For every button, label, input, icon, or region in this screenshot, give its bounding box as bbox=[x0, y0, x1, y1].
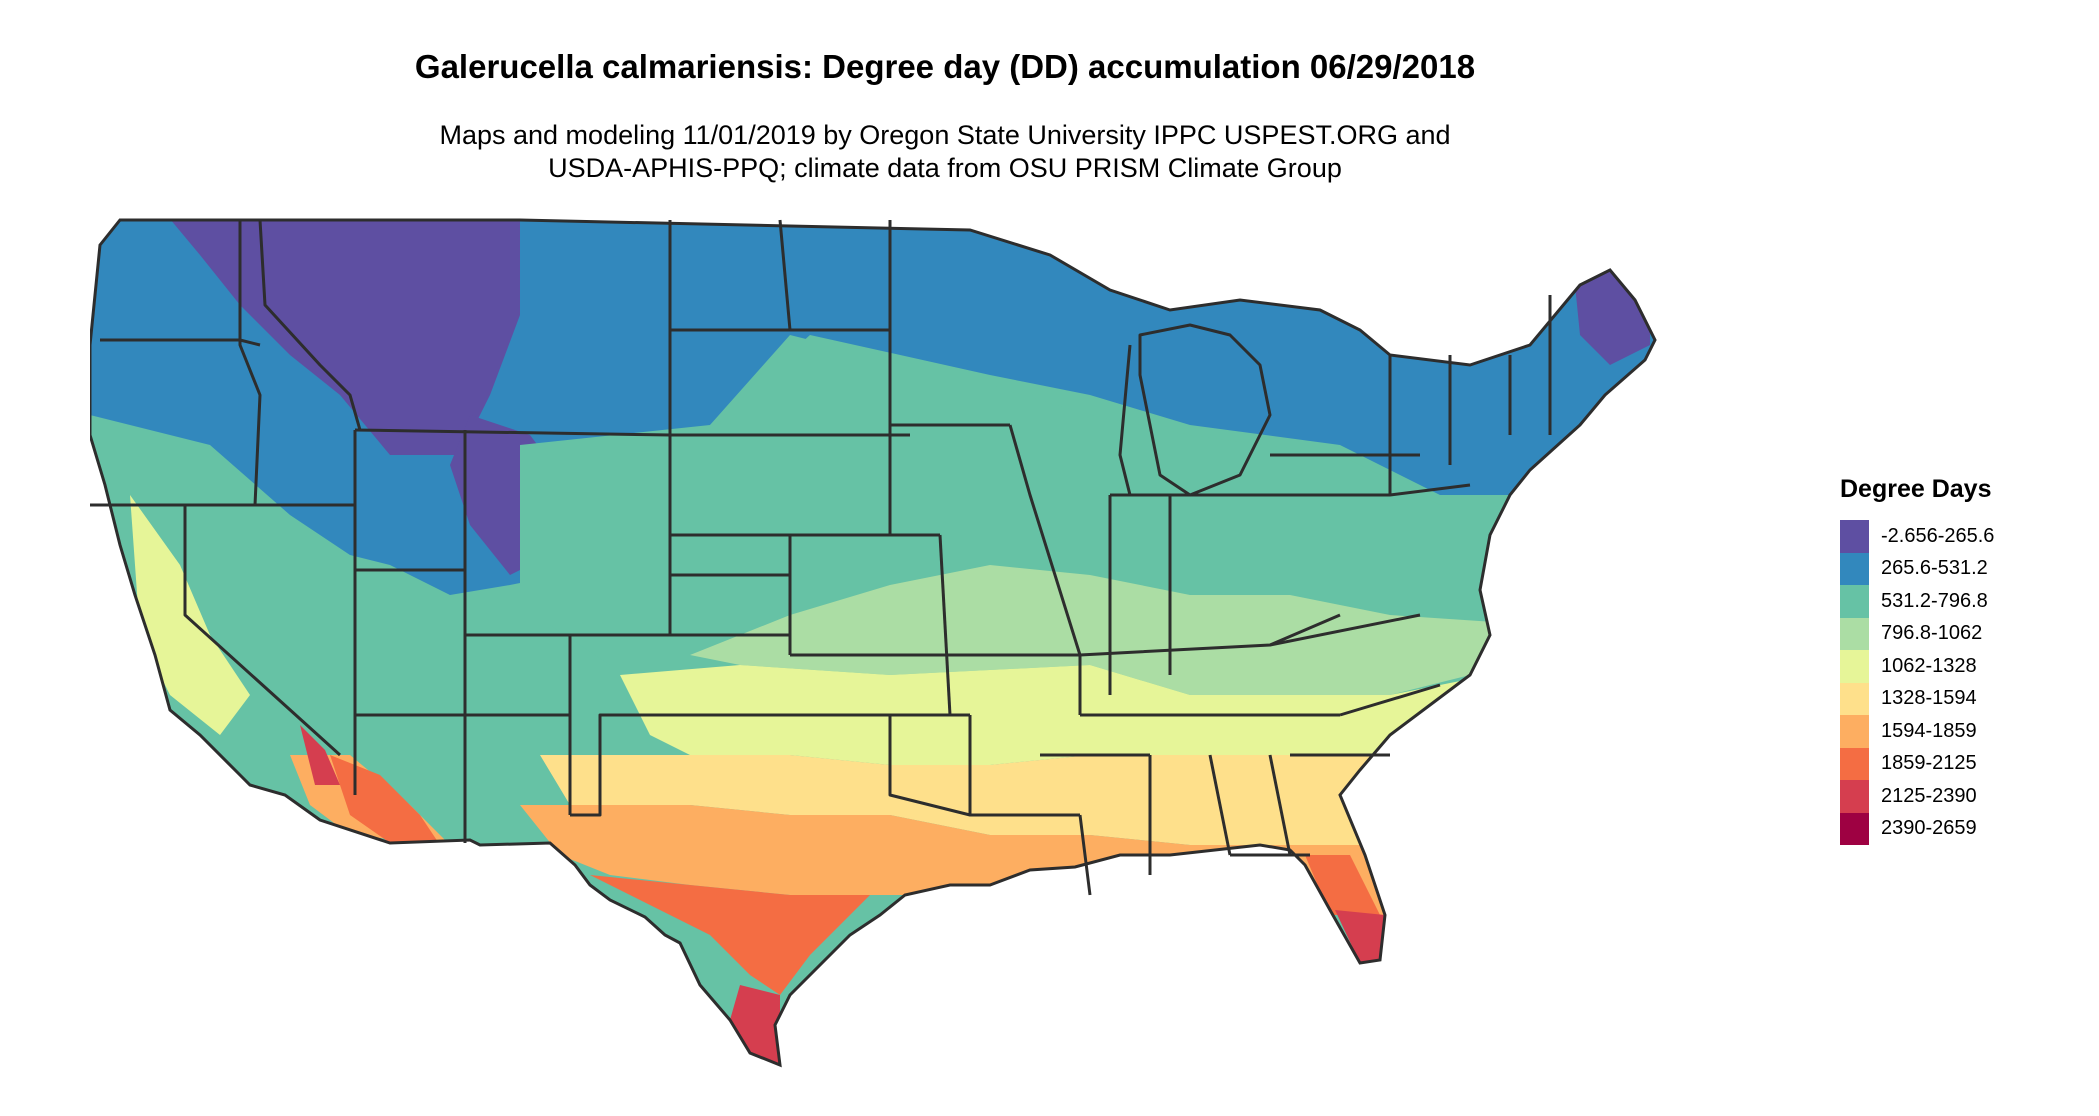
legend-swatch bbox=[1840, 520, 1869, 553]
legend-items: -2.656-265.6 265.6-531.2 531.2-796.8 796.8-… bbox=[1840, 520, 1994, 845]
zone-1859-2125-az bbox=[330, 755, 440, 845]
legend-item: 796.8-1062 bbox=[1840, 617, 1994, 650]
legend-swatch bbox=[1840, 617, 1869, 650]
legend-swatch bbox=[1840, 552, 1869, 585]
legend-label: 1328-1594 bbox=[1881, 687, 1977, 710]
legend-item: 1594-1859 bbox=[1840, 715, 1994, 748]
legend-item: 1328-1594 bbox=[1840, 682, 1994, 715]
legend-label: 796.8-1062 bbox=[1881, 622, 1983, 645]
legend-item: 265.6-531.2 bbox=[1840, 552, 1994, 585]
legend-swatch bbox=[1840, 650, 1869, 683]
legend-item: 1859-2125 bbox=[1840, 747, 1994, 780]
legend-item: 2390-2659 bbox=[1840, 812, 1994, 845]
zone-1859-2125 bbox=[590, 875, 870, 995]
legend-label: 1062-1328 bbox=[1881, 654, 1977, 677]
legend-label: 1594-1859 bbox=[1881, 719, 1977, 742]
zone-2125-2390-fl bbox=[1335, 910, 1385, 963]
zone-2125-2390-ca bbox=[300, 725, 340, 785]
state-borders bbox=[90, 219, 1552, 896]
legend-item: 531.2-796.8 bbox=[1840, 585, 1994, 618]
legend: Degree Days -2.656-265.6 265.6-531.2 531.2… bbox=[1840, 475, 1994, 845]
legend-swatch bbox=[1840, 812, 1869, 845]
legend-swatch bbox=[1840, 715, 1869, 748]
legend-label: 1859-2125 bbox=[1881, 752, 1977, 775]
map-subtitle-line1: Maps and modeling 11/01/2019 by Oregon S… bbox=[439, 120, 1451, 150]
us-degree-day-map bbox=[90, 218, 1657, 1067]
legend-item: -2.656-265.6 bbox=[1840, 520, 1994, 553]
legend-label: -2.656-265.6 bbox=[1881, 524, 1995, 547]
map-subtitle-line2: USDA-APHIS-PPQ; climate data from OSU PR… bbox=[548, 153, 1342, 183]
zone-neg3-265 bbox=[150, 220, 520, 455]
legend-label: 2390-2659 bbox=[1881, 817, 1977, 840]
map-title: Galerucella calmariensis: Degree day (DD… bbox=[414, 48, 1476, 85]
legend-swatch bbox=[1840, 747, 1869, 780]
legend-title: Degree Days bbox=[1840, 475, 1992, 503]
legend-item: 1062-1328 bbox=[1840, 650, 1994, 683]
legend-item: 2125-2390 bbox=[1840, 780, 1994, 813]
legend-label: 531.2-796.8 bbox=[1881, 589, 1988, 612]
legend-swatch bbox=[1840, 682, 1869, 715]
legend-label: 2125-2390 bbox=[1881, 784, 1977, 807]
legend-label: 265.6-531.2 bbox=[1881, 557, 1988, 580]
zone-2125-2390 bbox=[730, 985, 780, 1065]
legend-swatch bbox=[1840, 585, 1869, 618]
legend-swatch bbox=[1840, 780, 1869, 813]
